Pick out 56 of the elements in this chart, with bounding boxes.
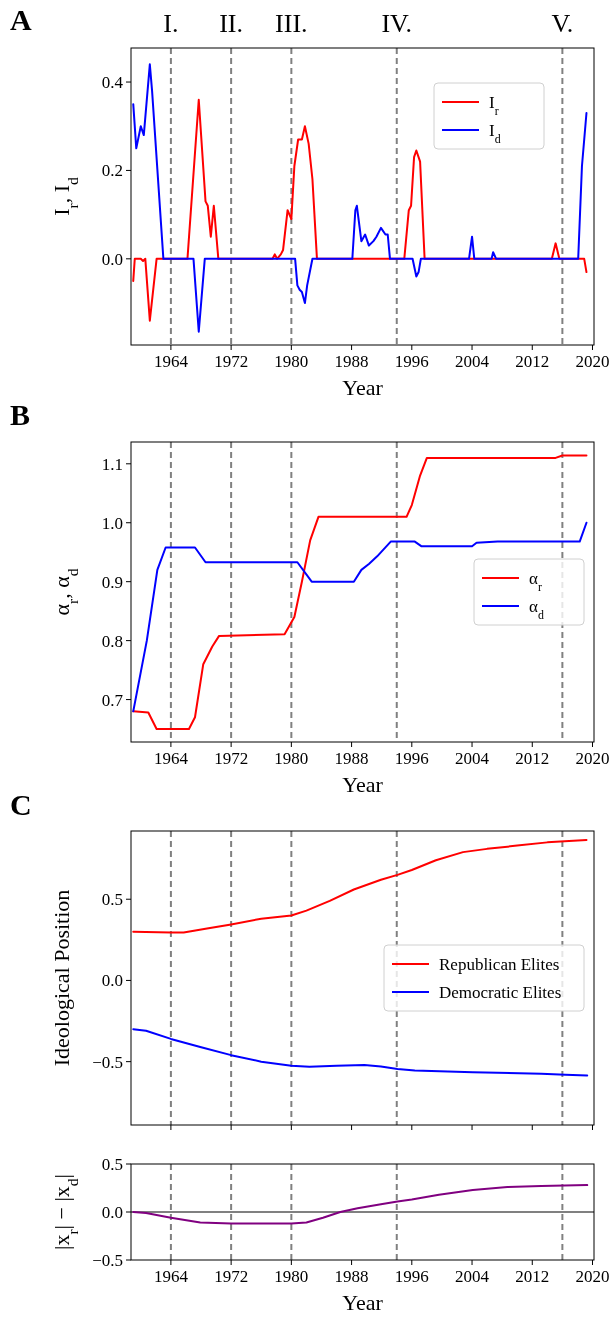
legend-label: Republican Elites <box>439 955 560 974</box>
x-tick-label: 2020 <box>575 749 610 768</box>
x-tick-label: 1964 <box>153 352 189 371</box>
legend-label: Democratic Elites <box>439 983 562 1002</box>
x-tick-label: 1980 <box>274 749 309 768</box>
ref-line-label: II. <box>219 9 244 38</box>
x-tick-label: 1980 <box>274 1267 309 1286</box>
y-tick-label: 0.5 <box>101 1155 123 1174</box>
y-axis-title: Ideological Position <box>49 889 74 1067</box>
y-tick-label: −0.5 <box>92 1251 123 1270</box>
x-tick-label: 1964 <box>153 749 189 768</box>
x-axis-title: Year <box>342 375 384 400</box>
x-tick-label: 2012 <box>515 352 550 371</box>
x-tick-label: 1980 <box>274 352 309 371</box>
y-tick-label: 0.5 <box>101 890 123 910</box>
y-tick-label: 0.7 <box>101 690 124 710</box>
y-tick-label: 0.0 <box>101 971 123 991</box>
x-tick-label: 1996 <box>394 1267 429 1286</box>
y-tick-label: 0.4 <box>101 73 124 93</box>
y-tick-label: 1.0 <box>101 513 123 533</box>
x-tick-label: 1988 <box>334 352 369 371</box>
y-tick-label: 0.0 <box>101 1203 123 1222</box>
chart-title: A <box>10 3 32 36</box>
y-tick-label: 0.2 <box>101 161 123 181</box>
chart-title: B <box>10 398 31 431</box>
legend-label: α$_{d}$ <box>529 597 544 622</box>
legend-label: I$_{d}$ <box>489 121 501 146</box>
x-tick-label: 1988 <box>334 749 369 768</box>
x-axis-title: Year <box>342 1290 384 1315</box>
x-tick-label: 2004 <box>455 352 490 371</box>
y-tick-label: 0.8 <box>101 631 123 651</box>
x-tick-label: 1996 <box>394 352 429 371</box>
x-tick-label: 1972 <box>214 1267 249 1286</box>
y-tick-label: 1.1 <box>101 454 123 474</box>
x-tick-label: 1972 <box>214 749 249 768</box>
y-tick-label: −0.5 <box>92 1052 123 1072</box>
y-tick-label: 0.0 <box>101 249 123 269</box>
ref-line-label: III. <box>275 9 308 38</box>
x-axis-title: Year <box>342 772 384 797</box>
x-tick-label: 2004 <box>455 749 490 768</box>
ref-line-label: I. <box>163 9 179 38</box>
x-tick-label: 2004 <box>455 1267 490 1286</box>
x-tick-label: 1988 <box>334 1267 369 1286</box>
chart-title: C <box>10 788 32 821</box>
x-tick-label: 2012 <box>515 749 550 768</box>
x-tick-label: 2012 <box>515 1267 550 1286</box>
x-tick-label: 1964 <box>153 1267 189 1286</box>
ref-line-label: V. <box>551 9 574 38</box>
legend-label: I$_{r}$ <box>489 93 499 118</box>
x-tick-label: 2020 <box>575 352 610 371</box>
y-tick-label: 0.9 <box>101 572 123 592</box>
legend-label: α$_{r}$ <box>529 569 542 594</box>
x-tick-label: 1972 <box>214 352 249 371</box>
x-tick-label: 1996 <box>394 749 429 768</box>
x-tick-label: 2020 <box>575 1267 610 1286</box>
ref-line-label: IV. <box>381 9 413 38</box>
